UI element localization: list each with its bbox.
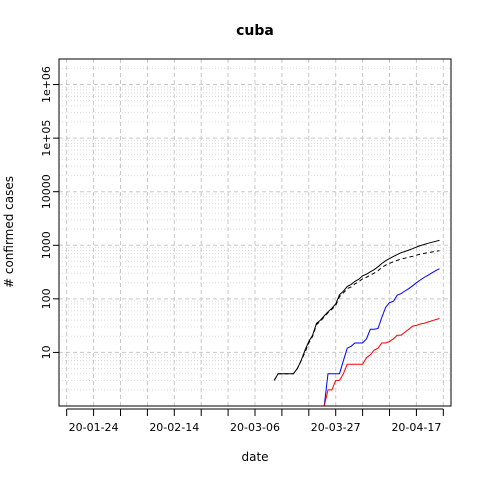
y-tick-label: 1e+06 <box>40 66 53 103</box>
series-line-3 <box>305 268 440 407</box>
y-tick-label: 10000 <box>40 174 53 209</box>
y-tick-label: 1e+05 <box>40 120 53 157</box>
grid <box>59 58 451 406</box>
x-axis-label: date <box>241 450 268 464</box>
series-line-1 <box>273 239 440 381</box>
axes: 20-01-24 20-02-14 20-03-06 20-03-27 20-04-17… <box>40 66 444 434</box>
x-tick-label: 20-03-06 <box>230 421 280 434</box>
x-tick-label: 20-02-14 <box>149 421 199 434</box>
y-tick-label: 100 <box>40 288 53 309</box>
series-line-4 <box>305 318 440 407</box>
plot-frame <box>58 58 452 407</box>
y-tick-label: 1000 <box>40 231 53 259</box>
x-tick-label: 20-04-17 <box>391 421 441 434</box>
x-tick-label: 20-03-27 <box>311 421 361 434</box>
series-line-2 <box>273 250 440 381</box>
series-group <box>273 239 440 407</box>
chart-title: cuba <box>236 23 274 39</box>
y-tick-label: 10 <box>40 345 53 359</box>
x-tick-label: 20-01-24 <box>69 421 119 434</box>
y-axis-label: # confirmed cases <box>2 176 16 288</box>
